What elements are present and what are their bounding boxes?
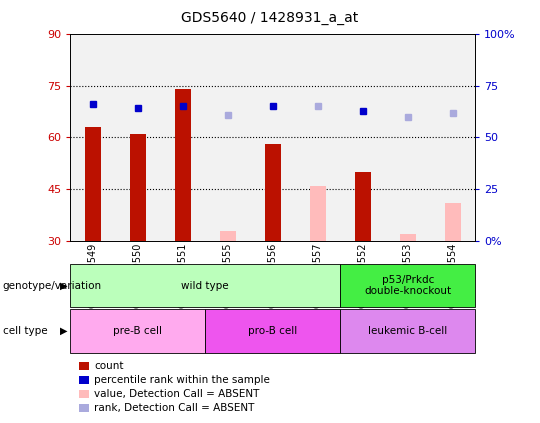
Bar	[205, 34, 250, 241]
Bar	[115, 34, 160, 241]
Text: rank, Detection Call = ABSENT: rank, Detection Call = ABSENT	[94, 403, 255, 413]
Text: leukemic B-cell: leukemic B-cell	[368, 326, 447, 336]
Text: pre-B cell: pre-B cell	[113, 326, 162, 336]
Bar	[430, 34, 475, 241]
Bar	[70, 34, 115, 241]
Text: percentile rank within the sample: percentile rank within the sample	[94, 375, 271, 385]
Bar	[250, 34, 295, 241]
Bar	[220, 231, 235, 241]
Text: pro-B cell: pro-B cell	[248, 326, 298, 336]
Bar	[160, 34, 205, 241]
Text: value, Detection Call = ABSENT: value, Detection Call = ABSENT	[94, 389, 260, 399]
Text: ▶: ▶	[60, 280, 68, 291]
Bar	[130, 134, 146, 241]
Text: ▶: ▶	[60, 326, 68, 336]
Bar	[175, 89, 191, 241]
Bar	[295, 34, 340, 241]
Bar	[385, 34, 430, 241]
Text: wild type: wild type	[181, 280, 229, 291]
Bar	[310, 186, 326, 241]
Text: GDS5640 / 1428931_a_at: GDS5640 / 1428931_a_at	[181, 11, 359, 25]
Bar	[445, 203, 461, 241]
Bar	[85, 127, 100, 241]
Text: p53/Prkdc
double-knockout: p53/Prkdc double-knockout	[364, 275, 451, 297]
Text: count: count	[94, 361, 124, 371]
Bar	[355, 172, 370, 241]
Text: genotype/variation: genotype/variation	[3, 280, 102, 291]
Bar	[400, 234, 416, 241]
Bar	[265, 144, 281, 241]
Text: cell type: cell type	[3, 326, 48, 336]
Bar	[340, 34, 385, 241]
